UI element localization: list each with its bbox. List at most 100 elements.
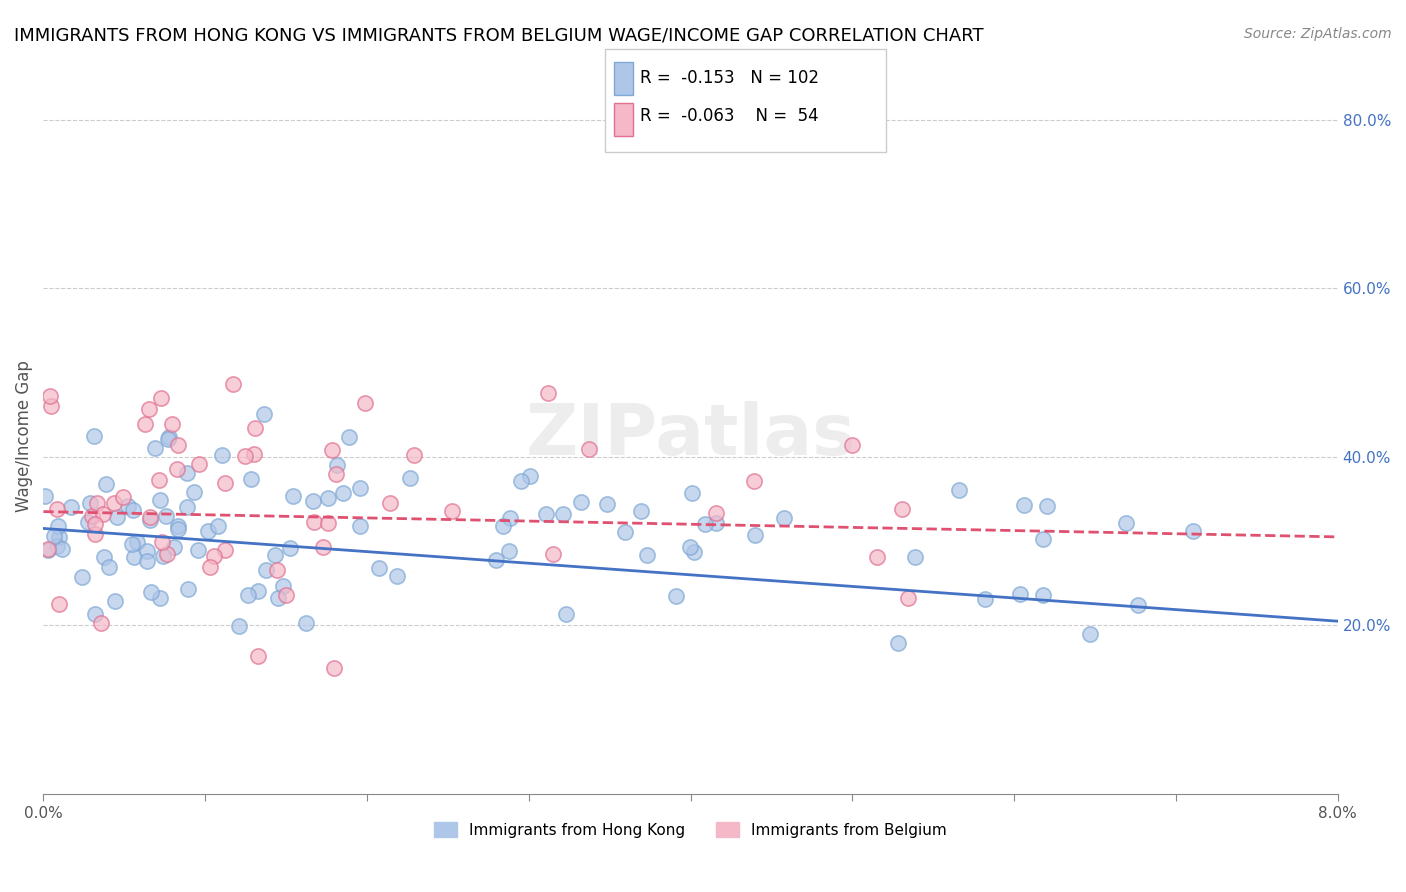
Point bbox=[499, 510, 522, 524]
Point bbox=[135, 544, 157, 558]
Point bbox=[254, 563, 277, 577]
Point bbox=[157, 430, 180, 444]
Point bbox=[145, 441, 167, 455]
Point bbox=[267, 591, 290, 606]
Point bbox=[316, 491, 339, 506]
Point bbox=[77, 515, 100, 529]
Point bbox=[93, 550, 115, 565]
Point bbox=[316, 516, 339, 531]
Point bbox=[368, 560, 391, 574]
Point bbox=[398, 471, 420, 485]
Point bbox=[51, 541, 73, 556]
Point bbox=[214, 475, 236, 490]
Point bbox=[39, 389, 62, 403]
Point bbox=[136, 554, 159, 568]
Point bbox=[742, 474, 765, 488]
Point bbox=[60, 500, 83, 514]
Point bbox=[90, 616, 112, 631]
Point bbox=[155, 509, 177, 524]
Point bbox=[176, 500, 198, 515]
Point bbox=[117, 499, 139, 513]
Point bbox=[167, 438, 190, 452]
Point bbox=[207, 519, 229, 533]
Point bbox=[744, 528, 766, 542]
Point bbox=[614, 525, 637, 540]
Point bbox=[134, 417, 156, 431]
Point bbox=[325, 467, 347, 482]
Point bbox=[150, 392, 173, 406]
Point bbox=[111, 490, 134, 504]
Point bbox=[595, 498, 617, 512]
Point bbox=[94, 476, 117, 491]
Point bbox=[243, 421, 266, 435]
Point bbox=[167, 519, 190, 533]
Text: Source: ZipAtlas.com: Source: ZipAtlas.com bbox=[1244, 27, 1392, 41]
Point bbox=[337, 430, 360, 444]
Point bbox=[46, 518, 69, 533]
Point bbox=[83, 517, 105, 532]
Point bbox=[904, 549, 927, 564]
Point bbox=[302, 494, 325, 508]
Point bbox=[354, 396, 377, 410]
Legend: Immigrants from Hong Kong, Immigrants from Belgium: Immigrants from Hong Kong, Immigrants fr… bbox=[427, 815, 953, 844]
Point bbox=[187, 542, 209, 557]
Point bbox=[149, 493, 172, 508]
Point bbox=[253, 407, 276, 421]
Point bbox=[197, 524, 219, 538]
Point bbox=[302, 515, 325, 529]
Point bbox=[139, 513, 162, 527]
Point bbox=[152, 549, 174, 564]
Point bbox=[105, 510, 128, 524]
Point bbox=[211, 448, 233, 462]
Point bbox=[263, 548, 285, 562]
Point bbox=[240, 472, 263, 486]
Point bbox=[139, 510, 162, 524]
Point bbox=[70, 570, 93, 584]
Point bbox=[866, 549, 889, 564]
Point bbox=[1012, 498, 1035, 512]
Point bbox=[39, 399, 62, 413]
Point bbox=[1128, 598, 1150, 612]
Point bbox=[125, 534, 148, 549]
Point bbox=[349, 518, 371, 533]
Point bbox=[630, 504, 652, 518]
Point bbox=[166, 462, 188, 476]
Point bbox=[485, 553, 508, 567]
Point bbox=[156, 547, 179, 561]
Point bbox=[311, 540, 333, 554]
Point bbox=[1181, 524, 1204, 538]
Point bbox=[162, 417, 184, 431]
Text: R =  -0.153   N = 102: R = -0.153 N = 102 bbox=[640, 70, 818, 87]
Point bbox=[156, 432, 179, 446]
Point bbox=[887, 636, 910, 650]
Point bbox=[148, 473, 170, 487]
Point bbox=[163, 541, 186, 555]
Point bbox=[48, 530, 70, 544]
Point bbox=[176, 582, 198, 596]
Point bbox=[974, 592, 997, 607]
Point bbox=[84, 607, 107, 621]
Point bbox=[98, 560, 121, 574]
Point bbox=[228, 619, 250, 633]
Point bbox=[1008, 587, 1031, 601]
Point bbox=[1032, 588, 1054, 602]
Point bbox=[665, 589, 688, 603]
Point bbox=[103, 496, 125, 510]
Point bbox=[1078, 627, 1101, 641]
Point bbox=[551, 507, 574, 521]
Point bbox=[266, 563, 288, 577]
Point bbox=[278, 541, 301, 555]
Point bbox=[1036, 499, 1059, 513]
Point bbox=[704, 516, 727, 530]
Point bbox=[498, 544, 520, 558]
Point bbox=[492, 518, 515, 533]
Point bbox=[149, 591, 172, 606]
Point bbox=[233, 449, 256, 463]
Point bbox=[519, 469, 541, 483]
Point bbox=[236, 588, 259, 602]
Point bbox=[897, 591, 920, 606]
Point bbox=[42, 529, 65, 543]
Point bbox=[541, 547, 564, 561]
Point bbox=[773, 511, 796, 525]
Text: ZIPatlas: ZIPatlas bbox=[526, 401, 856, 470]
